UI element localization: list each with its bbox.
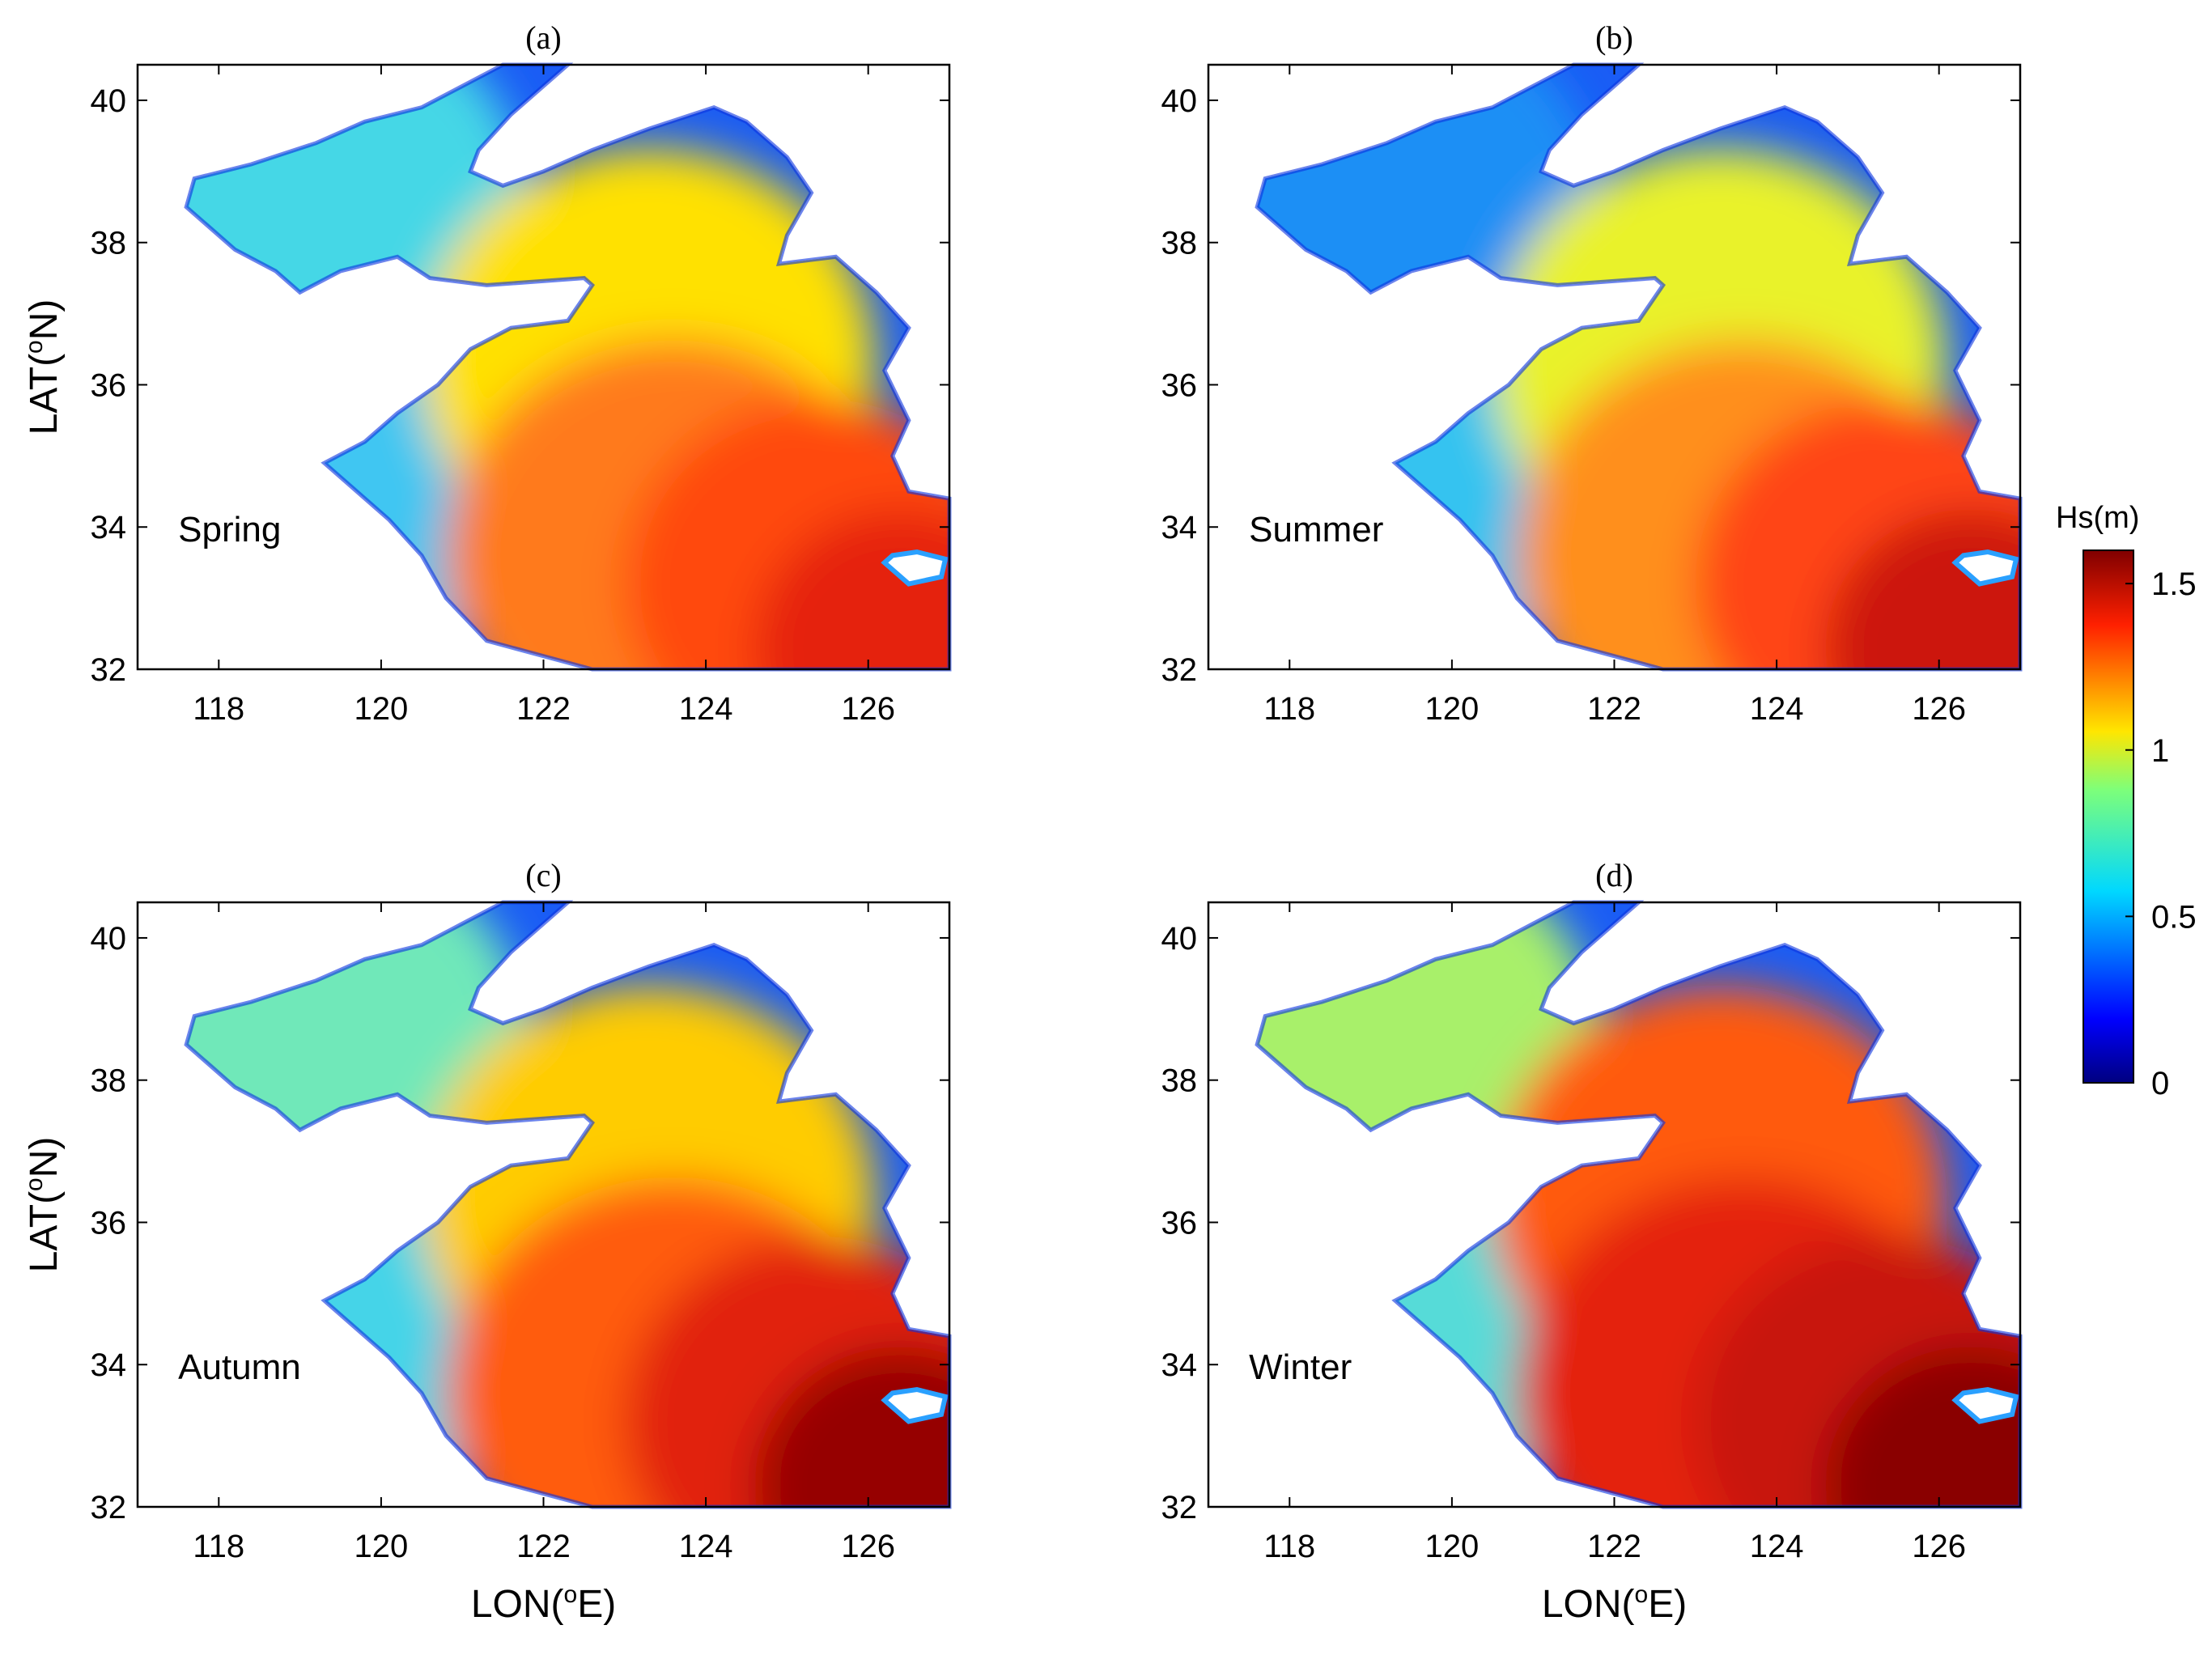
y-tick-label: 32 (1161, 652, 1198, 688)
panel-2: 118 120 122 124 126 32 34 36 38 40 (b) Summer (1161, 19, 2023, 727)
y-tick-label: 34 (91, 1347, 127, 1383)
y-tick-label: 40 (1161, 921, 1198, 957)
x-axis-label: LON(oE) (471, 1581, 616, 1626)
y-tick-label: 36 (1161, 367, 1198, 403)
y-tick-label: 38 (91, 1063, 127, 1099)
y-tick-label: 32 (91, 1490, 127, 1525)
x-tick-label: 124 (1750, 1529, 1804, 1564)
jeju-island (881, 549, 949, 587)
field-region-bohai (186, 902, 528, 1223)
x-tick-label: 118 (193, 1529, 244, 1564)
colorbar-title: Hs(m) (2056, 501, 2139, 535)
x-tick-label: 126 (1912, 1529, 1966, 1564)
y-tick-label: 32 (91, 652, 127, 688)
y-tick-label: 32 (1161, 1490, 1198, 1525)
colorbar-tick-label: 1.5 (2151, 566, 2197, 602)
x-tick-label: 122 (516, 1529, 571, 1564)
field-region-far (754, 509, 949, 669)
panel-title: (b) (1595, 19, 1633, 56)
y-axis-label: LAT(oN) (21, 299, 66, 435)
y-tick-label: 38 (1161, 226, 1198, 261)
jeju-island (881, 1386, 949, 1424)
x-tick-label: 126 (841, 1529, 895, 1564)
x-tick-label: 122 (1587, 1529, 1641, 1564)
season-label: Summer (1249, 510, 1383, 549)
season-label: Spring (178, 510, 281, 549)
y-tick-label: 40 (91, 921, 127, 957)
x-tick-label: 118 (1263, 691, 1315, 727)
field-region-bohai (1257, 902, 1598, 1223)
field-region-bohai (1257, 65, 1598, 385)
x-tick-label: 126 (841, 691, 895, 727)
y-tick-label: 40 (91, 83, 127, 119)
colorbar-tick-label: 0.5 (2151, 899, 2197, 935)
x-tick-label: 118 (193, 691, 244, 727)
x-tick-label: 124 (679, 691, 733, 727)
panel-title: (a) (525, 19, 561, 56)
coastline (184, 62, 952, 672)
field-region-far (1825, 509, 2020, 669)
coastline (1255, 900, 2023, 1509)
x-tick-label: 120 (1425, 691, 1480, 727)
x-tick-label: 122 (516, 691, 571, 727)
coastline (184, 900, 952, 1509)
x-tick-label: 120 (355, 1529, 409, 1564)
colorbar-tick-label: 1 (2151, 733, 2169, 769)
panel-1: 118 120 122 124 126 32 34 36 38 40 (a) Spring LAT(oN… (21, 19, 952, 727)
panel-4: 118 120 122 124 126 32 34 36 38 40 (d) Winter LON(oE… (1161, 857, 2023, 1626)
x-tick-label: 118 (1263, 1529, 1315, 1564)
colorbar: Hs(m) 0 0.5 1 1.5 (2056, 501, 2197, 1101)
y-tick-label: 34 (91, 510, 127, 545)
x-axis-label: LON(oE) (1542, 1581, 1687, 1626)
jeju-island (1951, 549, 2019, 587)
y-tick-label: 36 (1161, 1205, 1198, 1241)
x-tick-label: 124 (679, 1529, 733, 1564)
y-tick-label: 36 (91, 1205, 127, 1241)
x-tick-label: 120 (355, 691, 409, 727)
x-tick-label: 122 (1587, 691, 1641, 727)
panel-3: 118 120 122 124 126 32 34 36 38 40 (c) Autumn LAT(oN… (21, 857, 952, 1626)
coastline (1255, 62, 2023, 672)
colorbar-tick-label: 0 (2151, 1066, 2169, 1101)
field-region-bohai (186, 65, 528, 385)
y-tick-label: 38 (91, 226, 127, 261)
y-tick-label: 34 (1161, 1347, 1198, 1383)
x-tick-label: 124 (1750, 691, 1804, 727)
colorbar-gradient (2083, 549, 2134, 1084)
panel-title: (d) (1595, 857, 1633, 893)
field-region-far (1825, 1347, 2020, 1507)
y-tick-label: 38 (1161, 1063, 1198, 1099)
y-tick-label: 40 (1161, 83, 1198, 119)
y-tick-label: 34 (1161, 510, 1198, 545)
season-label: Winter (1249, 1347, 1352, 1387)
season-label: Autumn (178, 1347, 301, 1387)
jeju-island (1951, 1386, 2019, 1424)
panel-title: (c) (525, 857, 561, 893)
y-tick-label: 36 (91, 367, 127, 403)
x-tick-label: 126 (1912, 691, 1966, 727)
x-tick-label: 120 (1425, 1529, 1480, 1564)
field-region-far (754, 1347, 949, 1507)
y-axis-label: LAT(oN) (21, 1137, 66, 1273)
